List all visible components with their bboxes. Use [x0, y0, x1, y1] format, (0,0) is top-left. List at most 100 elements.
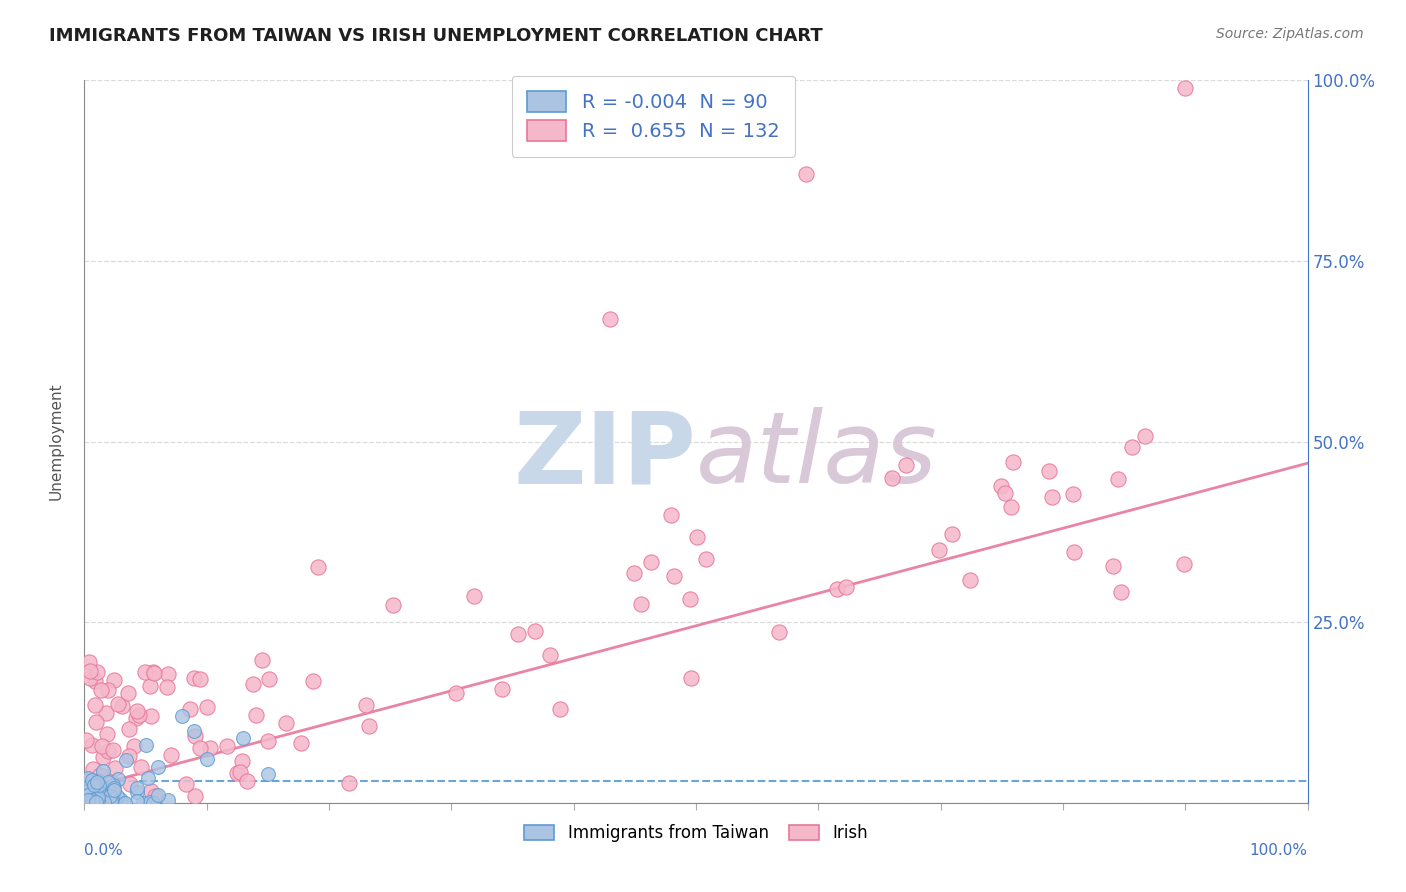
Point	[156, 680, 179, 694]
Point	[79, 794, 101, 808]
Point	[183, 671, 205, 685]
Point	[302, 674, 325, 689]
Point	[105, 789, 128, 804]
Point	[77, 793, 100, 807]
Point	[183, 723, 205, 738]
Point	[880, 471, 903, 485]
Text: 100.0%: 100.0%	[1250, 843, 1308, 857]
Point	[91, 750, 114, 764]
Point	[125, 704, 148, 718]
Point	[115, 753, 138, 767]
Point	[138, 679, 160, 693]
Point	[127, 784, 149, 798]
Point	[136, 772, 159, 786]
Point	[96, 726, 118, 740]
Point	[142, 796, 165, 810]
Point	[159, 747, 181, 762]
Point	[274, 715, 297, 730]
Point	[107, 698, 129, 712]
Point	[96, 796, 118, 810]
Point	[1063, 545, 1085, 559]
Point	[98, 789, 121, 804]
Point	[184, 789, 207, 803]
Point	[835, 580, 858, 594]
Point	[143, 665, 166, 680]
Point	[83, 778, 105, 792]
Point	[82, 782, 104, 797]
Point	[112, 796, 135, 810]
Point	[79, 780, 101, 795]
Point	[76, 788, 98, 802]
Point	[357, 719, 380, 733]
Point	[114, 796, 136, 810]
Point	[179, 701, 201, 715]
Point	[157, 793, 180, 807]
Point	[990, 479, 1012, 493]
Point	[630, 597, 652, 611]
Point	[257, 734, 280, 748]
Text: IMMIGRANTS FROM TAIWAN VS IRISH UNEMPLOYMENT CORRELATION CHART: IMMIGRANTS FROM TAIWAN VS IRISH UNEMPLOY…	[49, 27, 823, 45]
Text: ZIP: ZIP	[513, 408, 696, 505]
Point	[679, 671, 702, 685]
Point	[73, 796, 96, 810]
Point	[198, 741, 221, 756]
Point	[86, 796, 108, 810]
Point	[1174, 80, 1197, 95]
Point	[139, 795, 162, 809]
Point	[229, 764, 252, 779]
Point	[172, 709, 194, 723]
Point	[491, 681, 513, 696]
Point	[174, 777, 197, 791]
Point	[444, 685, 467, 699]
Point	[86, 783, 108, 797]
Point	[1109, 584, 1132, 599]
Point	[146, 788, 169, 802]
Point	[97, 787, 120, 801]
Point	[84, 714, 107, 729]
Point	[87, 790, 110, 805]
Point	[75, 733, 97, 747]
Point	[87, 778, 110, 792]
Point	[90, 795, 112, 809]
Point	[135, 738, 157, 752]
Point	[381, 598, 404, 612]
Point	[679, 592, 702, 607]
Point	[928, 543, 950, 558]
Point	[82, 793, 104, 807]
Point	[156, 667, 179, 681]
Point	[80, 793, 103, 807]
Point	[1000, 500, 1022, 514]
Point	[90, 795, 112, 809]
Point	[337, 776, 360, 790]
Point	[103, 783, 125, 797]
Point	[941, 526, 963, 541]
Point	[89, 768, 111, 782]
Point	[100, 792, 122, 806]
Point	[1133, 429, 1156, 443]
Point	[86, 794, 108, 808]
Point	[125, 794, 148, 808]
Point	[80, 794, 103, 808]
Point	[236, 774, 259, 789]
Point	[245, 707, 267, 722]
Point	[118, 749, 141, 764]
Point	[82, 796, 104, 810]
Point	[101, 778, 124, 792]
Point	[129, 760, 152, 774]
Point	[768, 624, 790, 639]
Point	[87, 795, 110, 809]
Point	[257, 673, 280, 687]
Point	[1038, 464, 1060, 478]
Point	[217, 739, 239, 753]
Point	[90, 793, 112, 807]
Point	[195, 699, 218, 714]
Point	[77, 786, 100, 800]
Text: 0.0%: 0.0%	[84, 843, 124, 857]
Point	[103, 673, 125, 687]
Point	[686, 530, 709, 544]
Point	[523, 624, 546, 639]
Point	[76, 796, 98, 810]
Point	[659, 508, 682, 522]
Point	[128, 708, 150, 723]
Point	[463, 589, 485, 603]
